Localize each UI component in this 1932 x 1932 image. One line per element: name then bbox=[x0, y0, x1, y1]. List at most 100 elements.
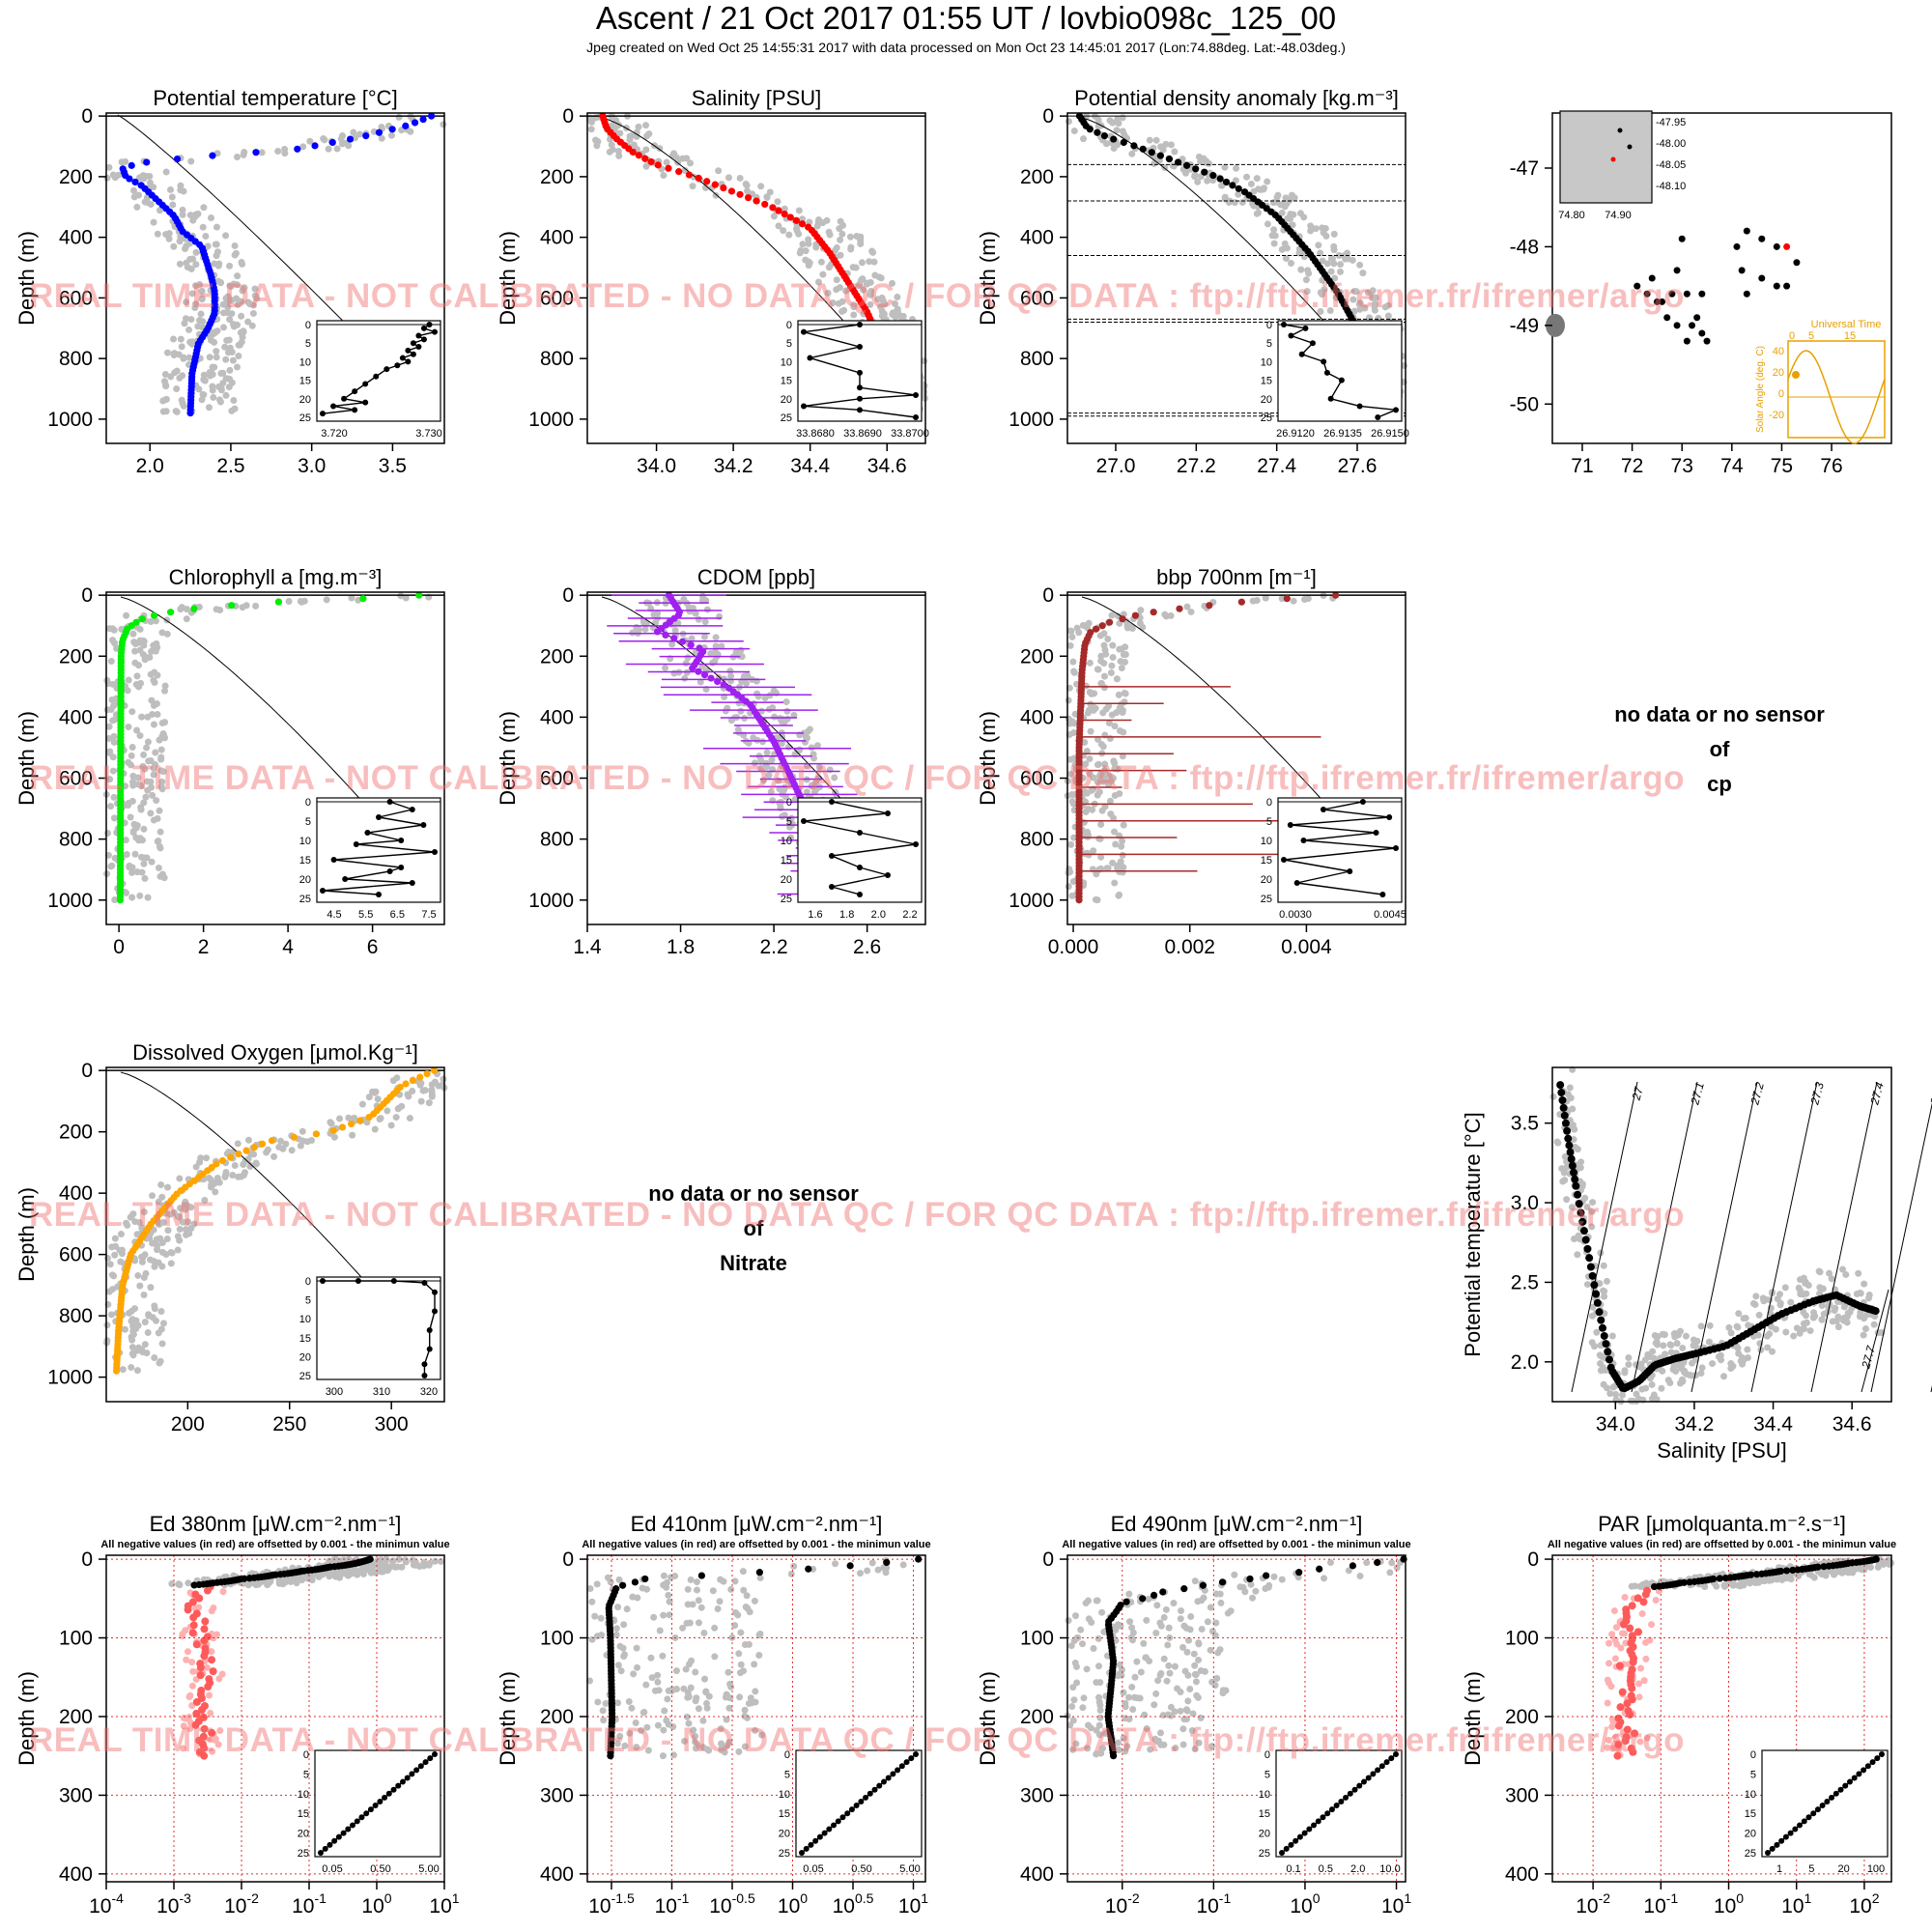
inset-point bbox=[1370, 1771, 1377, 1777]
historical-point bbox=[378, 134, 385, 142]
historical-point bbox=[129, 781, 137, 789]
historical-point bbox=[127, 761, 134, 769]
historical-point bbox=[240, 328, 247, 336]
historical-point bbox=[358, 1100, 366, 1108]
historical-point bbox=[813, 222, 821, 230]
inset-point bbox=[384, 366, 390, 373]
historical-point bbox=[1082, 1600, 1090, 1607]
historical-point bbox=[833, 276, 840, 284]
historical-point bbox=[1219, 1687, 1227, 1694]
inset-point bbox=[1360, 1778, 1367, 1785]
historical-point bbox=[240, 1160, 247, 1168]
historical-point bbox=[222, 232, 230, 240]
profile-point bbox=[1176, 605, 1183, 612]
historical-point bbox=[376, 1115, 384, 1122]
chart-title: Chlorophyll a [mg.m⁻³] bbox=[169, 565, 383, 589]
historical-point bbox=[234, 321, 242, 328]
negative-envelope-point bbox=[1642, 1638, 1650, 1646]
historical-point bbox=[187, 316, 195, 324]
y-tick-label: 400 bbox=[540, 706, 574, 728]
inset-y-tick-label: 15 bbox=[779, 1808, 790, 1820]
historical-point bbox=[167, 185, 175, 193]
historical-profiles bbox=[103, 113, 447, 415]
inset-point bbox=[1333, 1803, 1340, 1809]
inset-point bbox=[386, 799, 393, 805]
historical-point bbox=[1068, 718, 1076, 725]
historical-point bbox=[1101, 646, 1109, 654]
inset-y-tick-label: 15 bbox=[1259, 1808, 1270, 1820]
historical-point bbox=[335, 1569, 343, 1577]
historical-point bbox=[321, 136, 328, 144]
historical-point bbox=[225, 336, 233, 344]
historical-point bbox=[1109, 653, 1117, 661]
historical-point bbox=[761, 695, 769, 702]
y-tick-label: 300 bbox=[540, 1784, 574, 1806]
historical-point bbox=[647, 1654, 655, 1662]
historical-point bbox=[1068, 892, 1076, 899]
historical-point bbox=[874, 296, 882, 303]
historical-point bbox=[1143, 1616, 1151, 1624]
historical-point bbox=[860, 286, 867, 294]
profile-point bbox=[1782, 1567, 1791, 1575]
historical-point bbox=[1094, 666, 1102, 673]
historical-point bbox=[197, 310, 205, 318]
negative-envelope-point bbox=[210, 1605, 217, 1612]
historical-point bbox=[1114, 115, 1122, 123]
historical-point bbox=[1065, 883, 1072, 891]
historical-point bbox=[185, 1579, 192, 1587]
historical-point bbox=[200, 204, 208, 212]
historical-point bbox=[815, 215, 823, 223]
historical-point bbox=[797, 246, 805, 254]
y-tick-label: -47 bbox=[1510, 157, 1539, 180]
historical-point bbox=[168, 193, 176, 201]
x-tick-label: 72 bbox=[1621, 455, 1643, 477]
historical-point bbox=[697, 1604, 705, 1611]
historical-point bbox=[1211, 1681, 1219, 1689]
inset-point bbox=[1829, 1794, 1835, 1801]
inset-point bbox=[1281, 322, 1287, 327]
inset-point bbox=[857, 322, 863, 327]
profile-point bbox=[190, 605, 198, 612]
historical-ts-point bbox=[1698, 1364, 1706, 1372]
profile-point bbox=[753, 197, 760, 205]
historical-point bbox=[232, 249, 240, 257]
profile-point bbox=[805, 1565, 812, 1573]
historical-point bbox=[234, 363, 242, 371]
location-inset-y-tick: -48.10 bbox=[1656, 181, 1686, 192]
profile-point bbox=[1789, 1566, 1797, 1575]
profile-point bbox=[126, 175, 133, 183]
historical-point bbox=[779, 812, 786, 820]
historical-point bbox=[1108, 711, 1116, 719]
historical-point bbox=[275, 1143, 283, 1151]
negative-envelope-point bbox=[188, 1682, 196, 1690]
historical-point bbox=[824, 289, 832, 297]
historical-point bbox=[156, 1357, 164, 1365]
historical-point bbox=[128, 797, 136, 805]
historical-point bbox=[136, 1282, 144, 1290]
historical-point bbox=[147, 1284, 155, 1292]
profile-point bbox=[428, 112, 436, 120]
profile-point bbox=[1150, 609, 1157, 616]
historical-point bbox=[1118, 665, 1125, 672]
historical-point bbox=[1302, 276, 1310, 284]
inset-point bbox=[1356, 403, 1363, 410]
historical-point bbox=[1090, 1644, 1097, 1652]
profile-point bbox=[1820, 1563, 1828, 1571]
negative-point bbox=[192, 1697, 201, 1706]
historical-point bbox=[110, 732, 118, 740]
historical-point bbox=[879, 298, 887, 305]
historical-point bbox=[1183, 1648, 1191, 1656]
historical-point bbox=[156, 807, 163, 814]
y-tick-label: 800 bbox=[540, 348, 574, 370]
historical-point bbox=[338, 132, 346, 140]
inset-y-tick-label: 20 bbox=[299, 1351, 311, 1363]
historical-point bbox=[1270, 1573, 1278, 1580]
profile-point bbox=[761, 200, 769, 209]
historical-point bbox=[1111, 879, 1119, 887]
historical-point bbox=[104, 1255, 112, 1263]
historical-point bbox=[161, 370, 169, 378]
historical-point bbox=[607, 1578, 614, 1586]
historical-point bbox=[664, 1695, 671, 1703]
